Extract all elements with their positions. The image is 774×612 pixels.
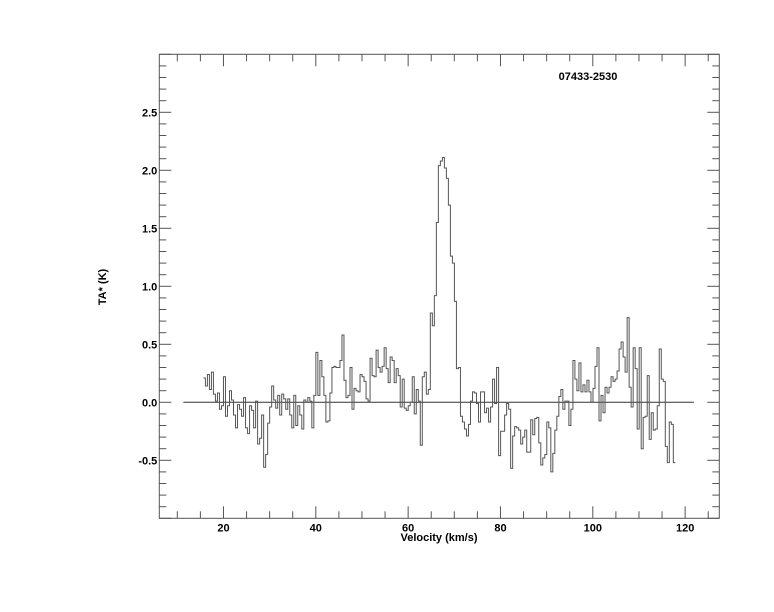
x-axis-label: Velocity (km/s): [400, 532, 477, 544]
y-tick-label: 0.0: [142, 397, 157, 409]
chart-title: 07433-2530: [559, 71, 618, 83]
x-tick-label: 100: [584, 522, 602, 534]
x-tick-label: 80: [494, 522, 506, 534]
x-tick-label: 60: [402, 522, 414, 534]
spectrum-line: [203, 157, 676, 473]
y-tick-label: 2.0: [142, 165, 157, 177]
x-tick-label: 120: [676, 522, 694, 534]
y-tick-label: 1.0: [142, 281, 157, 293]
y-tick-label: 1.5: [142, 223, 157, 235]
x-tick-label: 40: [310, 522, 322, 534]
x-tick-label: 20: [217, 522, 229, 534]
plot-frame: [158, 53, 720, 519]
y-tick-label: 2.5: [142, 107, 157, 119]
y-axis-label: TA* (K): [97, 268, 109, 305]
tick-labels: 20 40 60 80 100 120 -0.5 0.0 0.5 1.0 1.5 2.0 2.5: [138, 107, 694, 534]
axis-ticks: [159, 53, 720, 519]
y-tick-label: 0.5: [142, 339, 157, 351]
y-tick-label: -0.5: [138, 455, 157, 467]
